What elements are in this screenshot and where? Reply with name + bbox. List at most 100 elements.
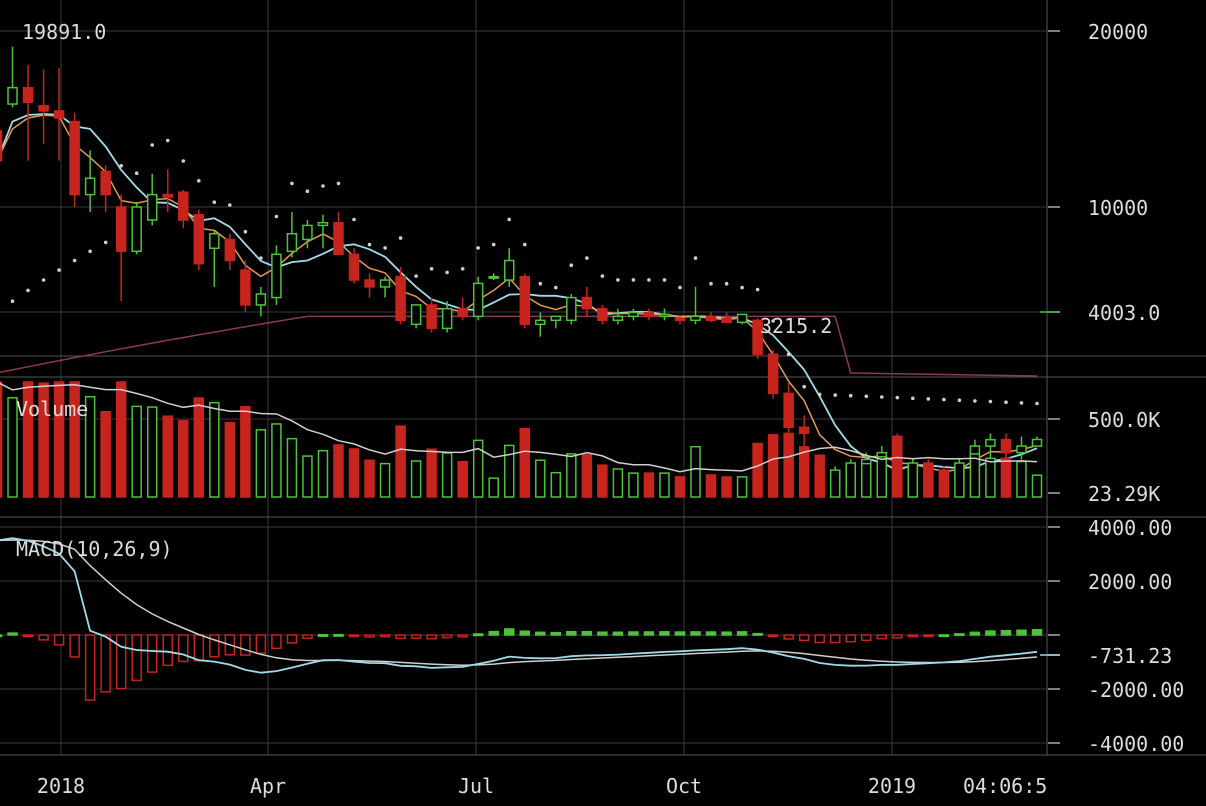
sar-dot (352, 217, 356, 222)
macd-histogram-bar (597, 631, 608, 636)
volume-bar (503, 444, 515, 498)
volume-bar (178, 419, 189, 498)
macd-histogram-bar (767, 634, 779, 638)
candle-body (0, 130, 3, 162)
candle-body (674, 317, 686, 322)
sar-dot (491, 242, 496, 247)
macd-histogram-bar (736, 631, 748, 636)
volume-bar (209, 401, 220, 498)
sar-dot (895, 395, 900, 400)
macd-line (0, 537, 1038, 674)
candle-body (1000, 438, 1012, 454)
macd-histogram-bar (0, 634, 3, 638)
sar-dot (616, 278, 620, 282)
macd-signal-line (0, 539, 1038, 666)
sar-dot (817, 392, 822, 397)
macd-tick-2000: 2000.00 (1088, 570, 1173, 594)
volume-bar (690, 445, 701, 498)
candle-body (597, 307, 608, 322)
sar-dot (880, 395, 884, 399)
volume-bar (286, 437, 298, 498)
volume-bar (162, 415, 173, 498)
candle-body (7, 86, 18, 105)
macd-histogram-bar (286, 634, 298, 644)
candle-body (379, 279, 391, 288)
candle-body (193, 213, 205, 265)
macd-histogram-bar (798, 634, 810, 642)
candle-body (457, 307, 468, 318)
sar-dot (647, 278, 651, 282)
sar-dot (709, 281, 713, 286)
x-tick-2019: 2019 (867, 774, 917, 798)
sar-dot (119, 164, 123, 168)
sar-dot (585, 256, 589, 260)
candle-body (736, 313, 748, 324)
candle-body (441, 307, 453, 330)
sar-dot (678, 285, 682, 290)
sar-dot (957, 398, 962, 403)
candle-body (115, 206, 127, 253)
macd-histogram-bar (441, 634, 453, 639)
volume-bar (814, 454, 825, 498)
sar-dot (134, 171, 139, 175)
macd-histogram-bar (162, 634, 173, 667)
volume-bar (597, 464, 608, 498)
candle-body (721, 317, 732, 324)
candle-body (240, 269, 251, 306)
sar-dot (398, 236, 403, 240)
volume-bar (69, 381, 80, 498)
sar-dot (740, 285, 744, 290)
sar-dot (445, 270, 449, 275)
sar-dot (259, 256, 263, 260)
volume-bar (612, 468, 624, 498)
volume-bar (752, 442, 763, 498)
candle-body (643, 311, 655, 318)
macd-tick-neg4000: -4000.00 (1088, 732, 1185, 756)
candle-body (69, 120, 80, 196)
macd-histogram-bar (892, 634, 903, 639)
volume-bar (519, 427, 531, 498)
candle-body (271, 253, 282, 299)
macd-tick-neg2000: -2000.00 (1088, 678, 1185, 702)
candle-body (985, 438, 996, 447)
sar-dot (103, 240, 108, 245)
candle-body (488, 275, 499, 279)
sar-dot (274, 214, 279, 219)
sar-dot (243, 229, 248, 234)
sar-dot (662, 278, 667, 282)
macd-histogram-bar (814, 634, 825, 644)
macd-histogram-bar (7, 632, 18, 636)
volume-bar (969, 453, 981, 498)
volume-bar (876, 456, 888, 498)
volume-bar (736, 476, 748, 498)
sar-dot (1019, 401, 1024, 405)
candle-body (395, 275, 406, 322)
volume-bar (317, 449, 329, 498)
volume-bar (348, 448, 360, 498)
volume-bar (1016, 460, 1027, 498)
candle-body (705, 315, 717, 322)
sar-dot (569, 263, 574, 268)
volume-bar (364, 459, 375, 498)
sar-dot (383, 246, 387, 250)
sar-dot (507, 217, 512, 222)
volume-bar (1031, 474, 1043, 498)
macd-histogram-bar (938, 634, 950, 638)
volume-ma-line (0, 382, 1038, 473)
x-tick-apr: Apr (249, 774, 287, 798)
candle-body (286, 233, 298, 253)
volume-bar (767, 434, 779, 498)
macd-histogram-bar (1031, 629, 1043, 636)
candle-body (302, 224, 313, 241)
macd-histogram-bar (348, 634, 360, 638)
volume-bar (255, 429, 267, 498)
price-tick-10000: 10000 (1088, 196, 1149, 220)
sar-dot (864, 394, 869, 399)
candle-body (146, 193, 158, 221)
x-tick-oct: Oct (665, 774, 703, 798)
macd-histogram-bar (84, 634, 96, 701)
volume-bar (1000, 457, 1012, 498)
volume-bar (379, 462, 391, 498)
volume-bar (271, 423, 282, 498)
sar-dot (1035, 401, 1039, 406)
